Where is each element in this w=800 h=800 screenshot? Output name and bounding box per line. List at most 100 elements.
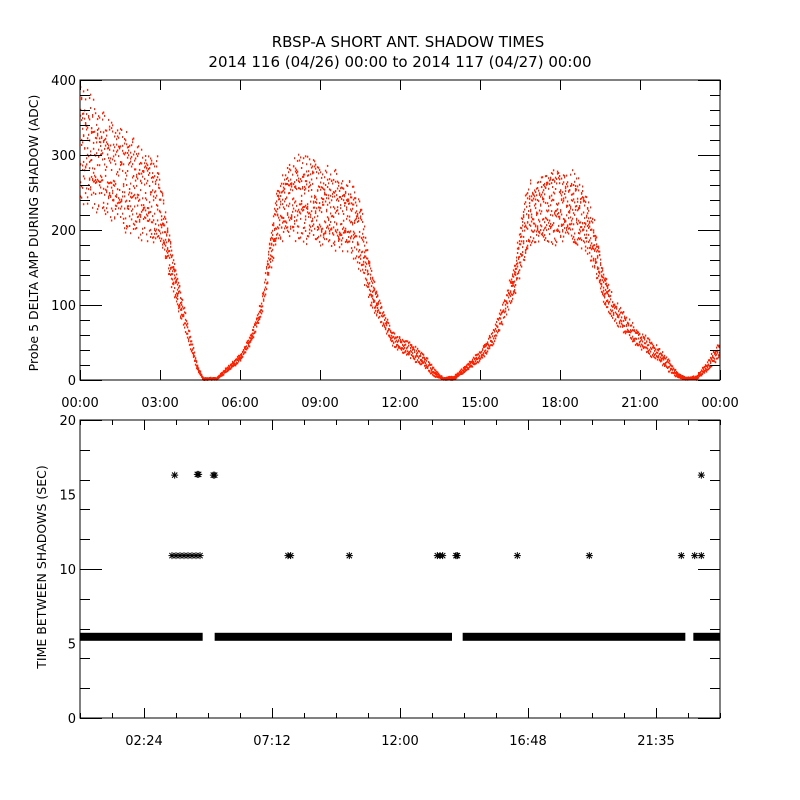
data-point [175, 276, 177, 279]
data-point [492, 335, 494, 338]
baseline-marker-band [693, 632, 720, 641]
data-point [364, 251, 366, 254]
data-point [644, 336, 646, 339]
data-point [660, 356, 662, 359]
data-point [706, 365, 708, 368]
data-point [94, 180, 96, 183]
data-point [130, 157, 132, 160]
data-point [510, 280, 512, 283]
data-point [517, 252, 519, 254]
data-point [648, 350, 650, 352]
data-point [629, 334, 631, 337]
data-point [621, 311, 623, 314]
data-point [525, 251, 527, 254]
data-point [519, 233, 521, 236]
data-point [126, 143, 128, 146]
data-point [664, 356, 666, 359]
data-point [179, 303, 181, 306]
data-point [652, 346, 654, 349]
data-point [656, 351, 658, 354]
data-point [549, 195, 551, 198]
data-point [155, 180, 157, 183]
data-point [251, 338, 253, 341]
data-point [672, 368, 674, 371]
data-point [321, 176, 323, 179]
data-point [190, 335, 192, 338]
data-point [153, 241, 155, 244]
data-point [170, 253, 172, 256]
data-point [568, 232, 570, 235]
data-point [327, 178, 329, 181]
data-point [271, 255, 273, 258]
data-point [319, 223, 321, 226]
data-point [309, 228, 311, 231]
data-point [516, 278, 518, 281]
data-point [262, 295, 264, 298]
data-point [162, 223, 164, 226]
data-point [310, 200, 312, 203]
data-point [337, 234, 339, 237]
data-point [354, 222, 356, 224]
data-point [647, 344, 649, 347]
data-point [154, 175, 156, 178]
data-point [571, 193, 573, 196]
data-point [611, 304, 613, 307]
data-point [717, 357, 719, 360]
data-point [220, 372, 222, 375]
data-point [199, 370, 201, 373]
data-point [158, 186, 160, 189]
data-point [384, 319, 386, 321]
data-point [239, 356, 241, 359]
data-point [475, 362, 477, 365]
data-point [492, 331, 494, 334]
data-point [459, 373, 461, 376]
data-point [157, 155, 159, 158]
data-point [157, 219, 159, 222]
data-point [439, 374, 441, 377]
data-point [613, 312, 615, 314]
data-point [302, 209, 304, 212]
data-point [538, 200, 540, 203]
data-point [590, 259, 592, 262]
data-point [113, 149, 115, 152]
data-point [159, 198, 161, 201]
data-point [360, 269, 362, 272]
data-point [503, 301, 505, 304]
data-point [544, 182, 546, 185]
data-point [174, 274, 176, 277]
data-point [542, 176, 544, 179]
data-point [331, 227, 333, 230]
data-point [250, 339, 252, 342]
data-point [630, 324, 632, 327]
data-point [332, 232, 334, 235]
data-point [472, 360, 474, 363]
data-point [256, 322, 258, 325]
data-point [357, 243, 359, 246]
data-point [140, 233, 142, 236]
data-point [636, 332, 638, 334]
data-point [466, 364, 468, 367]
data-point [146, 182, 148, 185]
data-point [572, 169, 574, 172]
data-point [170, 241, 172, 243]
data-point [506, 300, 508, 303]
data-point [296, 204, 298, 207]
data-point [217, 376, 219, 379]
data-point [165, 217, 167, 220]
data-point [108, 144, 110, 147]
data-point [682, 377, 684, 380]
data-point [291, 185, 293, 188]
data-point [588, 217, 590, 220]
data-point [333, 216, 335, 218]
x-tick-label: 15:00 [461, 396, 498, 411]
data-point [594, 234, 596, 237]
data-point [83, 203, 85, 206]
data-point [712, 359, 714, 362]
baseline-marker-band [80, 632, 203, 641]
data-point [534, 229, 536, 232]
data-point [98, 155, 100, 158]
data-point [611, 315, 613, 317]
data-point [117, 213, 119, 216]
data-point [129, 215, 131, 218]
data-point [716, 357, 718, 360]
